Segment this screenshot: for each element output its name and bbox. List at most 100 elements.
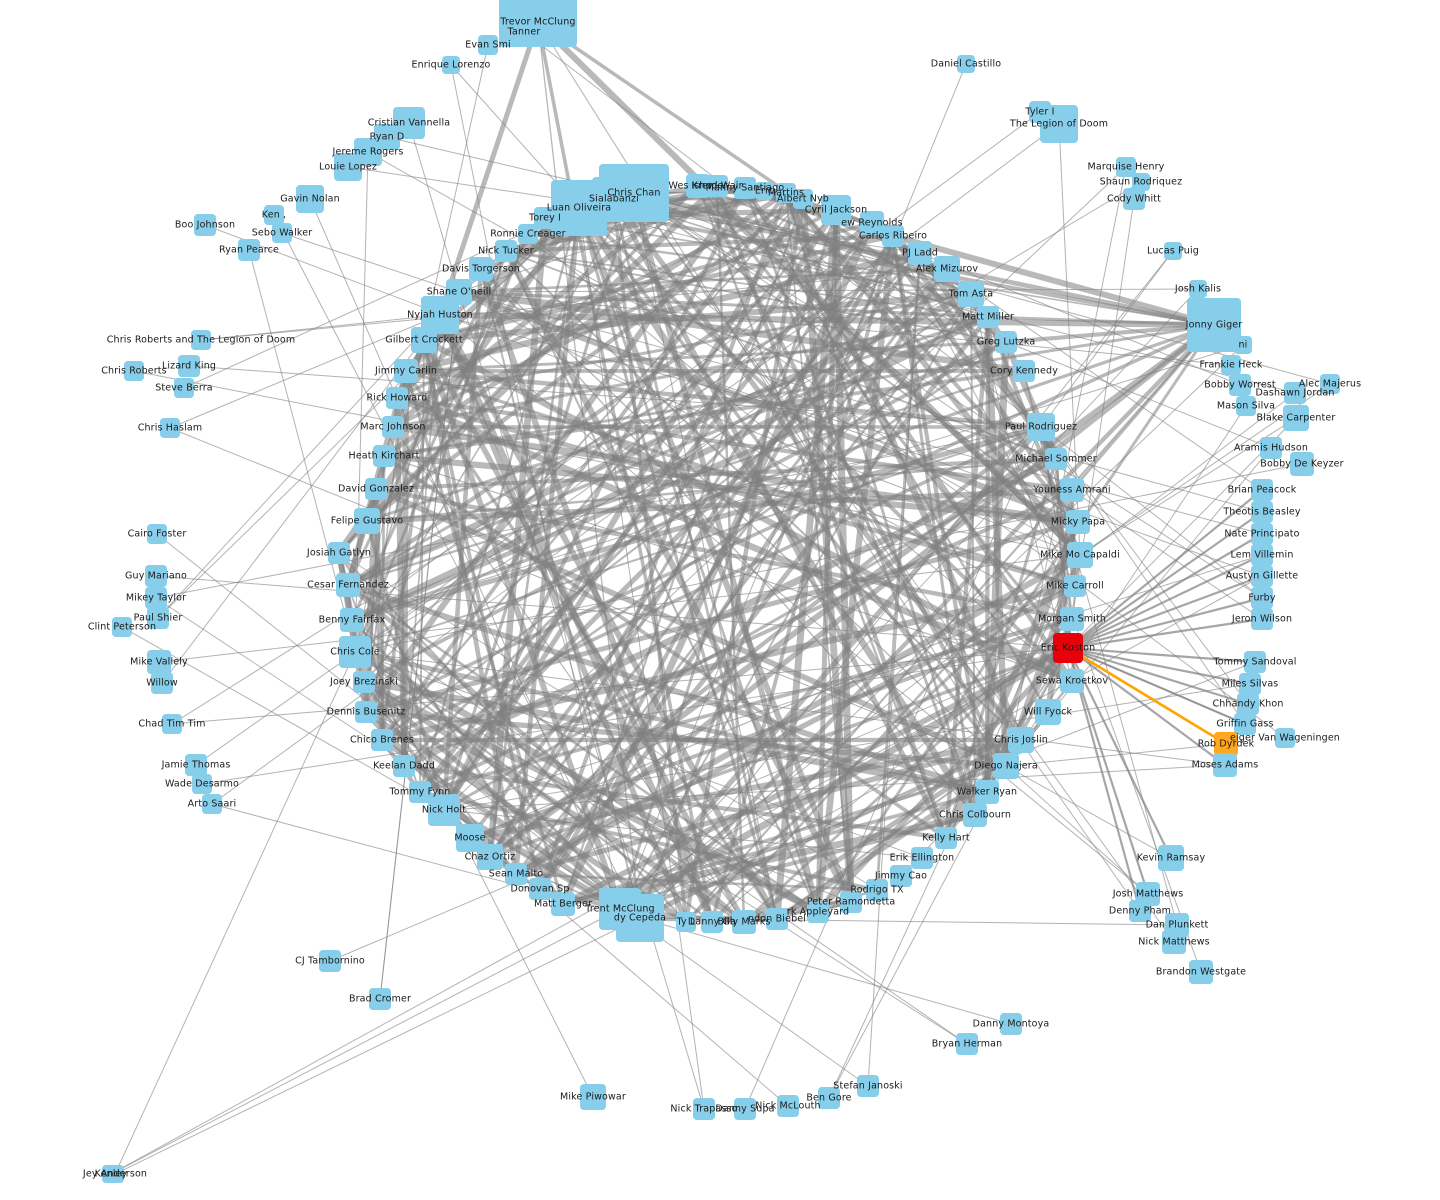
graph-node-donovan-sp[interactable]	[529, 878, 551, 900]
graph-node-brandon-westgate[interactable]	[1189, 960, 1213, 984]
graph-node-jamie-thomas[interactable]	[185, 754, 207, 776]
graph-node-danny-garcia[interactable]	[701, 911, 723, 933]
graph-node-mikey-taylor[interactable]	[145, 587, 167, 609]
graph-node-nate-principato[interactable]	[1251, 523, 1273, 545]
graph-node-nick-holt[interactable]	[428, 794, 460, 826]
graph-node-peter-ramondetta[interactable]	[840, 891, 862, 913]
graph-node-jimmy-cao[interactable]	[890, 865, 912, 887]
graph-node-enrique-lorenzo[interactable]	[442, 56, 460, 74]
graph-node-chris-joslin[interactable]	[1008, 727, 1034, 753]
graph-node-tommy-sandoval[interactable]	[1244, 651, 1266, 673]
graph-node-frankie-heck[interactable]	[1221, 355, 1241, 375]
graph-node-boo-johnson[interactable]	[194, 214, 216, 236]
graph-node-mike-vallely[interactable]	[147, 650, 171, 674]
graph-node-greg-lutzka[interactable]	[995, 331, 1017, 353]
graph-node-cj-tambornino[interactable]	[319, 950, 341, 972]
graph-node-carlos-ribeiro[interactable]	[882, 225, 904, 247]
graph-node-furby[interactable]	[1251, 587, 1273, 609]
graph-node-willow[interactable]	[151, 672, 173, 694]
graph-node-dashawn-jordan[interactable]	[1284, 382, 1306, 404]
graph-node-theotis-beasley[interactable]	[1251, 501, 1273, 523]
graph-node-nick-tucker[interactable]	[495, 240, 517, 262]
graph-node-mike-piwowar[interactable]	[580, 1084, 606, 1110]
graph-node-matt-miller[interactable]	[977, 306, 999, 328]
graph-node-bobby-worrest[interactable]	[1229, 374, 1251, 396]
graph-node-keelan-dadd[interactable]	[393, 755, 415, 777]
graph-node-shaun-rodriquez[interactable]	[1132, 173, 1150, 191]
graph-node-denny-pham[interactable]	[1129, 900, 1151, 922]
graph-node-tommy-fynn[interactable]	[409, 781, 431, 803]
graph-node-steve-berra[interactable]	[174, 378, 194, 398]
graph-node-guy-mariano[interactable]	[145, 565, 167, 587]
graph-node-ben-gore[interactable]	[818, 1087, 840, 1109]
graph-node-dennis-busenitz[interactable]	[355, 701, 377, 723]
graph-node-cesar-fernandez[interactable]	[336, 573, 360, 597]
graph-node-walker-ryan[interactable]	[975, 780, 999, 804]
graph-node-alec-majerus[interactable]	[1320, 374, 1340, 394]
graph-node-martins[interactable]	[776, 183, 796, 203]
graph-node-lem-villemin[interactable]	[1251, 544, 1273, 566]
graph-node-ronnie-creager[interactable]	[518, 224, 538, 244]
graph-node-ishod-wair[interactable]	[706, 175, 728, 197]
graph-node-will-fyock[interactable]	[1035, 699, 1061, 725]
graph-node-aramis-hudson[interactable]	[1260, 437, 1282, 459]
graph-node-chico-brenes[interactable]	[371, 729, 393, 751]
graph-node-benny-fairfax[interactable]	[340, 608, 364, 632]
graph-node-felipe-gustavo[interactable]	[354, 508, 380, 534]
graph-node-heath-kirchart[interactable]	[373, 445, 395, 467]
graph-node-jimmy-carlin[interactable]	[394, 359, 418, 383]
graph-node-moses-adams[interactable]	[1213, 753, 1237, 777]
graph-node-arto-saari[interactable]	[202, 794, 222, 814]
graph-node-morgan-smith[interactable]	[1060, 607, 1084, 631]
graph-node-wade-desarmo[interactable]	[192, 774, 212, 794]
graph-node-nick-trapasso[interactable]	[693, 1098, 715, 1120]
graph-node-geiger-van-wageningen[interactable]	[1275, 728, 1295, 748]
graph-node-jeron-wilson[interactable]	[1251, 608, 1273, 630]
graph-node-gavin-nolan[interactable]	[296, 185, 324, 213]
graph-node-matt-berger[interactable]	[551, 892, 575, 916]
graph-node-chris-colbourn[interactable]	[963, 803, 987, 827]
graph-node-davis-torgerson[interactable]	[469, 257, 493, 281]
graph-node-blake-carpenter[interactable]	[1283, 405, 1309, 431]
graph-node-josiah-gatlyn[interactable]	[328, 542, 350, 564]
graph-node-chhandy-khon[interactable]	[1237, 693, 1259, 715]
graph-node-unknown-ni[interactable]	[1234, 336, 1252, 354]
graph-node-luan-oliveira[interactable]	[551, 180, 607, 236]
graph-node-marc-johnson[interactable]	[382, 416, 404, 438]
graph-node-nick-matthews[interactable]	[1162, 930, 1186, 954]
graph-node-micky-papa[interactable]	[1066, 510, 1090, 534]
graph-node-lucas-puig[interactable]	[1164, 242, 1182, 260]
graph-node-rodrigo-tx[interactable]	[866, 879, 888, 901]
graph-node-eric-koston[interactable]	[1053, 633, 1083, 663]
graph-node-jey-anderson[interactable]	[106, 1165, 124, 1183]
graph-node-ryan-pearce[interactable]	[238, 239, 260, 261]
graph-node-ken[interactable]	[264, 205, 284, 225]
graph-node-david-gonzalez[interactable]	[365, 478, 387, 500]
graph-node-brad-cromer[interactable]	[369, 988, 391, 1010]
graph-node-albert-nyberg[interactable]	[793, 189, 813, 209]
graph-node-miles-silvas[interactable]	[1239, 673, 1261, 695]
graph-node-gilbert-crockett[interactable]	[411, 327, 437, 353]
graph-node-danny-supa[interactable]	[734, 1098, 756, 1120]
graph-node-torey-l[interactable]	[534, 207, 556, 229]
graph-node-evan-smith[interactable]	[478, 35, 498, 55]
graph-node-eric-martins[interactable]	[755, 182, 773, 200]
graph-node-michael-sommer[interactable]	[1045, 448, 1067, 470]
graph-node-paul-rodriguez[interactable]	[1027, 413, 1055, 441]
graph-node-billy-marks[interactable]	[732, 910, 756, 934]
graph-node-erik-ellington[interactable]	[911, 847, 933, 869]
graph-node-kevin-ramsay[interactable]	[1158, 845, 1184, 871]
graph-node-austyn-gillette[interactable]	[1251, 565, 1273, 587]
graph-node-cyril-jackson[interactable]	[821, 195, 851, 225]
graph-node-brandon-biebel[interactable]	[766, 908, 788, 930]
graph-node-kelly-hart[interactable]	[935, 827, 957, 849]
graph-node-chaz-ortiz[interactable]	[477, 844, 503, 870]
graph-node-chris-roberts-legion[interactable]	[191, 330, 211, 350]
graph-node-jonny-giger[interactable]	[1187, 298, 1241, 352]
graph-node-mason-silva[interactable]	[1236, 396, 1256, 416]
graph-node-joey-brezinski[interactable]	[353, 671, 375, 693]
graph-node-griffin-gass[interactable]	[1234, 713, 1256, 735]
graph-node-paul-shier[interactable]	[147, 607, 169, 629]
graph-node-sewa-kroetkov[interactable]	[1060, 669, 1084, 693]
graph-node-bobby-de-keyzer[interactable]	[1290, 452, 1314, 476]
